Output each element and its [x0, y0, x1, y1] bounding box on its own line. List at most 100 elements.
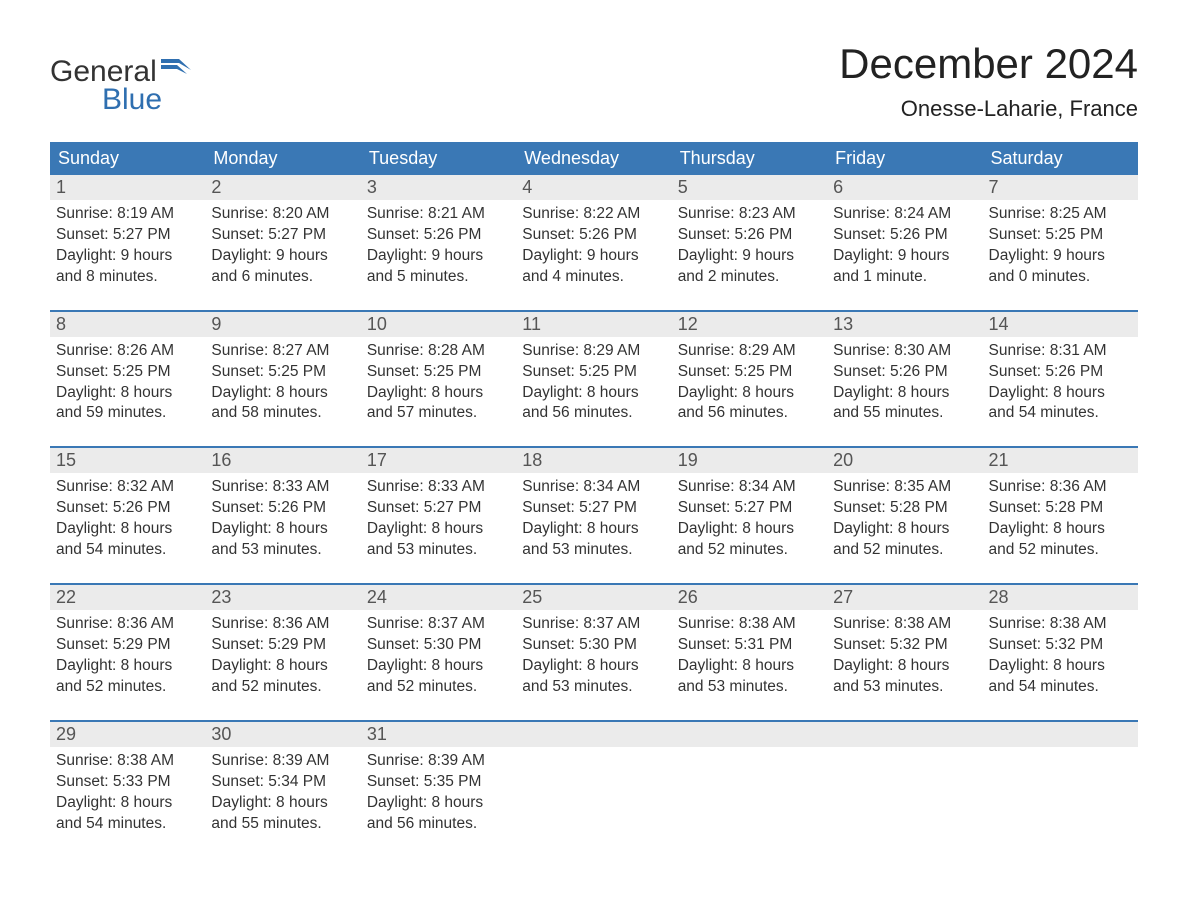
day-number: 31 — [361, 722, 516, 747]
title-block: December 2024 Onesse-Laharie, France — [839, 40, 1138, 122]
calendar-day: 14Sunrise: 8:31 AMSunset: 5:26 PMDayligh… — [983, 312, 1138, 435]
day-number: 28 — [983, 585, 1138, 610]
calendar-day: 11Sunrise: 8:29 AMSunset: 5:25 PMDayligh… — [516, 312, 671, 435]
calendar-day: 27Sunrise: 8:38 AMSunset: 5:32 PMDayligh… — [827, 585, 982, 708]
day-body: Sunrise: 8:38 AMSunset: 5:31 PMDaylight:… — [672, 610, 827, 698]
sunset-line: Sunset: 5:32 PM — [833, 635, 976, 656]
day-body: Sunrise: 8:36 AMSunset: 5:29 PMDaylight:… — [50, 610, 205, 698]
sunrise-line: Sunrise: 8:37 AM — [367, 614, 510, 635]
calendar: SundayMondayTuesdayWednesdayThursdayFrid… — [50, 142, 1138, 844]
sunrise-line: Sunrise: 8:38 AM — [56, 751, 199, 772]
daylight-line: Daylight: 8 hours and 53 minutes. — [367, 519, 510, 561]
sunrise-line: Sunrise: 8:32 AM — [56, 477, 199, 498]
daylight-line: Daylight: 9 hours and 2 minutes. — [678, 246, 821, 288]
day-number: 4 — [516, 175, 671, 200]
sunrise-line: Sunrise: 8:39 AM — [211, 751, 354, 772]
daylight-line: Daylight: 8 hours and 56 minutes. — [678, 383, 821, 425]
day-body: Sunrise: 8:25 AMSunset: 5:25 PMDaylight:… — [983, 200, 1138, 288]
day-number: 19 — [672, 448, 827, 473]
calendar-day: 4Sunrise: 8:22 AMSunset: 5:26 PMDaylight… — [516, 175, 671, 298]
day-number: 3 — [361, 175, 516, 200]
calendar-day: 6Sunrise: 8:24 AMSunset: 5:26 PMDaylight… — [827, 175, 982, 298]
day-body: Sunrise: 8:39 AMSunset: 5:34 PMDaylight:… — [205, 747, 360, 835]
calendar-day: 2Sunrise: 8:20 AMSunset: 5:27 PMDaylight… — [205, 175, 360, 298]
calendar-day: 15Sunrise: 8:32 AMSunset: 5:26 PMDayligh… — [50, 448, 205, 571]
sunset-line: Sunset: 5:25 PM — [522, 362, 665, 383]
daylight-line: Daylight: 8 hours and 52 minutes. — [678, 519, 821, 561]
daylight-line: Daylight: 8 hours and 56 minutes. — [522, 383, 665, 425]
daylight-line: Daylight: 8 hours and 53 minutes. — [211, 519, 354, 561]
sunrise-line: Sunrise: 8:35 AM — [833, 477, 976, 498]
calendar-week: 1Sunrise: 8:19 AMSunset: 5:27 PMDaylight… — [50, 175, 1138, 298]
sunrise-line: Sunrise: 8:25 AM — [989, 204, 1132, 225]
sunset-line: Sunset: 5:29 PM — [211, 635, 354, 656]
sunset-line: Sunset: 5:28 PM — [833, 498, 976, 519]
sunset-line: Sunset: 5:32 PM — [989, 635, 1132, 656]
sunrise-line: Sunrise: 8:33 AM — [367, 477, 510, 498]
day-body: Sunrise: 8:39 AMSunset: 5:35 PMDaylight:… — [361, 747, 516, 835]
day-number: 13 — [827, 312, 982, 337]
day-body: Sunrise: 8:31 AMSunset: 5:26 PMDaylight:… — [983, 337, 1138, 425]
calendar-week: 29Sunrise: 8:38 AMSunset: 5:33 PMDayligh… — [50, 720, 1138, 845]
location-subtitle: Onesse-Laharie, France — [839, 96, 1138, 122]
day-body: Sunrise: 8:36 AMSunset: 5:29 PMDaylight:… — [205, 610, 360, 698]
daylight-line: Daylight: 8 hours and 53 minutes. — [522, 656, 665, 698]
daylight-line: Daylight: 9 hours and 1 minute. — [833, 246, 976, 288]
sunset-line: Sunset: 5:31 PM — [678, 635, 821, 656]
calendar-day: 31Sunrise: 8:39 AMSunset: 5:35 PMDayligh… — [361, 722, 516, 845]
day-number — [827, 722, 982, 747]
daylight-line: Daylight: 8 hours and 56 minutes. — [367, 793, 510, 835]
calendar-day: 1Sunrise: 8:19 AMSunset: 5:27 PMDaylight… — [50, 175, 205, 298]
day-body: Sunrise: 8:24 AMSunset: 5:26 PMDaylight:… — [827, 200, 982, 288]
daylight-line: Daylight: 8 hours and 55 minutes. — [211, 793, 354, 835]
sunrise-line: Sunrise: 8:38 AM — [833, 614, 976, 635]
calendar-day: 20Sunrise: 8:35 AMSunset: 5:28 PMDayligh… — [827, 448, 982, 571]
sunrise-line: Sunrise: 8:29 AM — [678, 341, 821, 362]
sunset-line: Sunset: 5:26 PM — [522, 225, 665, 246]
sunset-line: Sunset: 5:27 PM — [522, 498, 665, 519]
day-number: 22 — [50, 585, 205, 610]
calendar-day: 23Sunrise: 8:36 AMSunset: 5:29 PMDayligh… — [205, 585, 360, 708]
daylight-line: Daylight: 8 hours and 54 minutes. — [989, 656, 1132, 698]
sunrise-line: Sunrise: 8:30 AM — [833, 341, 976, 362]
day-body: Sunrise: 8:34 AMSunset: 5:27 PMDaylight:… — [672, 473, 827, 561]
calendar-day: 10Sunrise: 8:28 AMSunset: 5:25 PMDayligh… — [361, 312, 516, 435]
calendar-header-cell: Friday — [827, 142, 982, 175]
flag-icon — [161, 59, 195, 86]
daylight-line: Daylight: 8 hours and 59 minutes. — [56, 383, 199, 425]
daylight-line: Daylight: 8 hours and 54 minutes. — [989, 383, 1132, 425]
day-body: Sunrise: 8:36 AMSunset: 5:28 PMDaylight:… — [983, 473, 1138, 561]
calendar-day: 22Sunrise: 8:36 AMSunset: 5:29 PMDayligh… — [50, 585, 205, 708]
calendar-header-cell: Sunday — [50, 142, 205, 175]
daylight-line: Daylight: 8 hours and 55 minutes. — [833, 383, 976, 425]
sunset-line: Sunset: 5:26 PM — [678, 225, 821, 246]
day-body: Sunrise: 8:37 AMSunset: 5:30 PMDaylight:… — [361, 610, 516, 698]
sunset-line: Sunset: 5:28 PM — [989, 498, 1132, 519]
day-number: 7 — [983, 175, 1138, 200]
day-number: 11 — [516, 312, 671, 337]
calendar-header-cell: Thursday — [672, 142, 827, 175]
sunset-line: Sunset: 5:25 PM — [56, 362, 199, 383]
sunset-line: Sunset: 5:26 PM — [833, 362, 976, 383]
day-body: Sunrise: 8:33 AMSunset: 5:26 PMDaylight:… — [205, 473, 360, 561]
day-number: 24 — [361, 585, 516, 610]
sunrise-line: Sunrise: 8:23 AM — [678, 204, 821, 225]
sunset-line: Sunset: 5:26 PM — [367, 225, 510, 246]
sunrise-line: Sunrise: 8:37 AM — [522, 614, 665, 635]
daylight-line: Daylight: 9 hours and 0 minutes. — [989, 246, 1132, 288]
calendar-day: 25Sunrise: 8:37 AMSunset: 5:30 PMDayligh… — [516, 585, 671, 708]
daylight-line: Daylight: 8 hours and 58 minutes. — [211, 383, 354, 425]
sunset-line: Sunset: 5:27 PM — [678, 498, 821, 519]
daylight-line: Daylight: 8 hours and 52 minutes. — [211, 656, 354, 698]
daylight-line: Daylight: 8 hours and 52 minutes. — [989, 519, 1132, 561]
day-body: Sunrise: 8:32 AMSunset: 5:26 PMDaylight:… — [50, 473, 205, 561]
day-body: Sunrise: 8:23 AMSunset: 5:26 PMDaylight:… — [672, 200, 827, 288]
daylight-line: Daylight: 9 hours and 5 minutes. — [367, 246, 510, 288]
day-body: Sunrise: 8:26 AMSunset: 5:25 PMDaylight:… — [50, 337, 205, 425]
day-number: 6 — [827, 175, 982, 200]
day-number: 9 — [205, 312, 360, 337]
sunrise-line: Sunrise: 8:39 AM — [367, 751, 510, 772]
sunrise-line: Sunrise: 8:24 AM — [833, 204, 976, 225]
calendar-day — [827, 722, 982, 845]
calendar-header-cell: Monday — [205, 142, 360, 175]
